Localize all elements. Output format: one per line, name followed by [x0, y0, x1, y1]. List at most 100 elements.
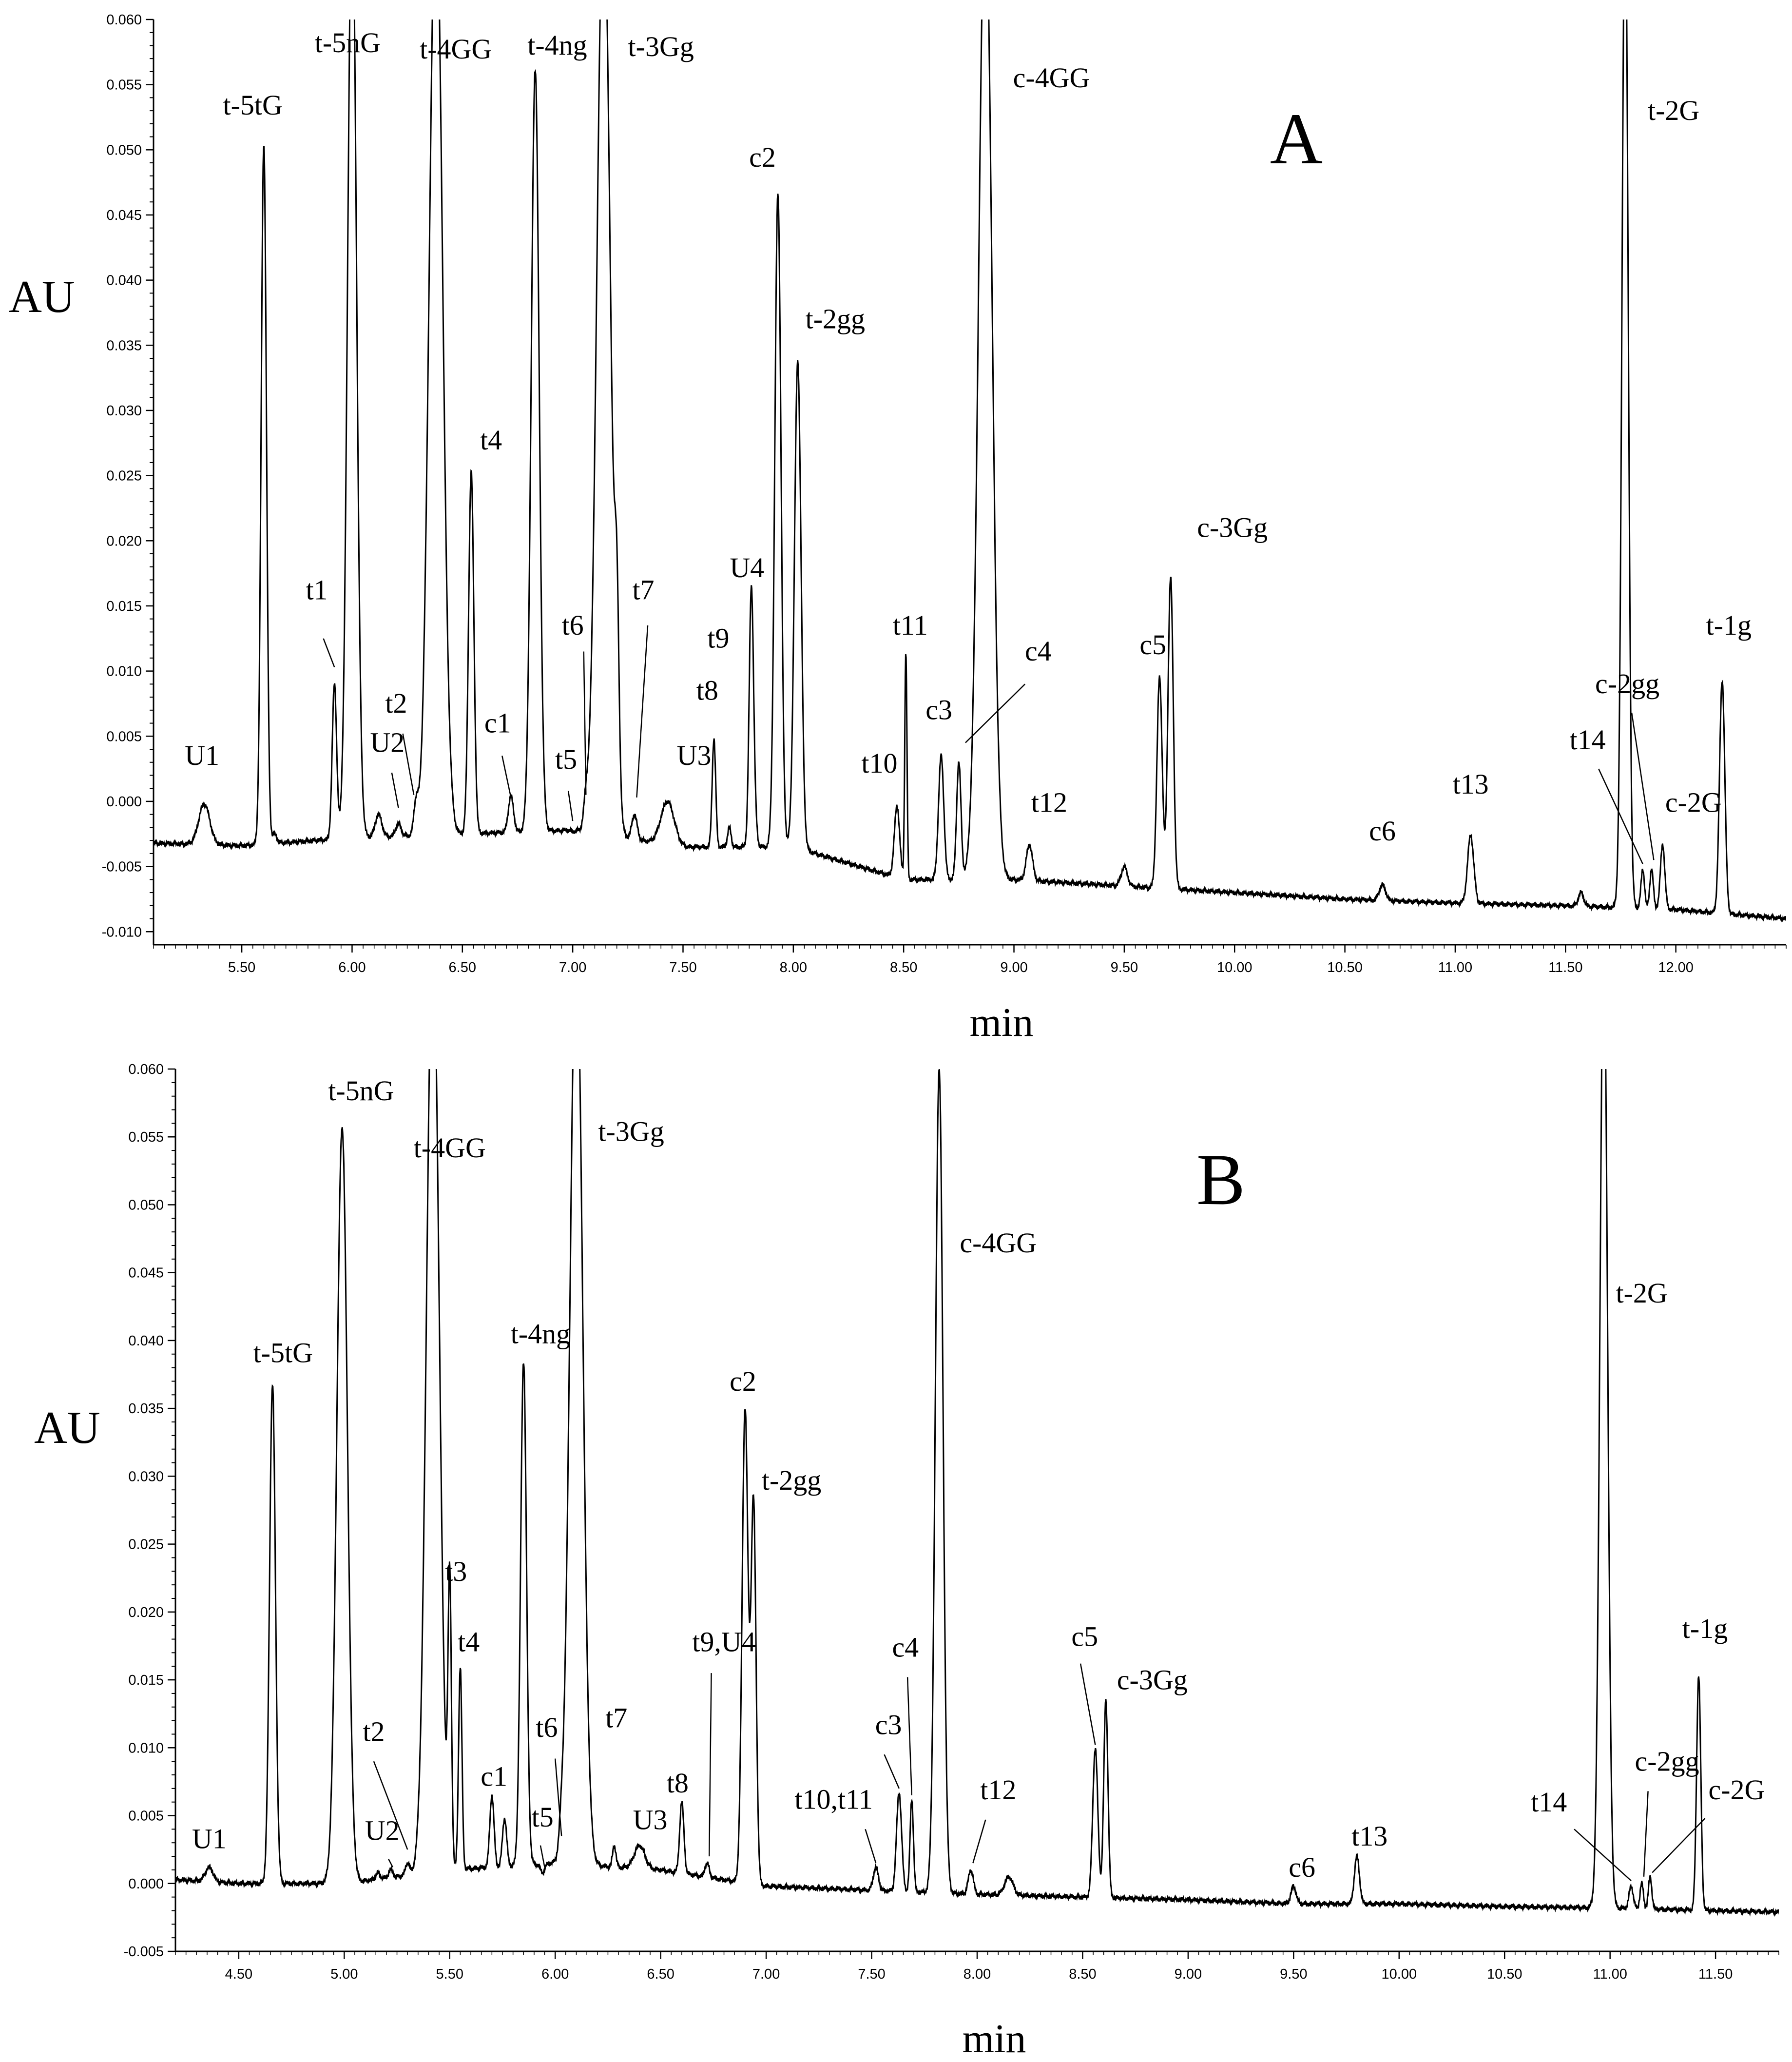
label-leader-line [884, 1754, 900, 1789]
peak-label: t14 [1570, 724, 1606, 756]
peak-marker [905, 651, 907, 653]
chromatogram-trace [175, 1069, 1779, 1917]
y-tick-label: 0.060 [128, 1062, 164, 1077]
peak-marker [432, 1068, 434, 1070]
peak-label: t1 [306, 574, 328, 606]
label-leader-line [636, 625, 649, 798]
x-tick-label: 5.50 [436, 1966, 463, 1982]
y-tick-label: 0.055 [128, 1129, 164, 1145]
peak-label: c-3Gg [1117, 1664, 1188, 1696]
y-tick-label: 0.015 [128, 1673, 164, 1688]
y-tick-label: 0.040 [128, 1333, 164, 1349]
peak-label: U2 [365, 1815, 400, 1847]
y-tick-label: 0.000 [128, 1876, 164, 1892]
x-tick-label: 9.50 [1111, 960, 1138, 975]
y-tick-label: 0.030 [106, 403, 142, 419]
peak-label: t-5tG [253, 1337, 313, 1368]
x-tick-label: 9.00 [1175, 1966, 1202, 1982]
label-leader-line [906, 1677, 913, 1795]
label-leader-line [1652, 1818, 1706, 1873]
y-tick-label: 0.025 [106, 468, 142, 484]
peak-marker [560, 1842, 562, 1844]
label-leader-line [402, 733, 415, 795]
peak-marker [1624, 19, 1626, 20]
peak-label: c1 [484, 707, 511, 739]
x-tick-label: 8.00 [963, 1966, 991, 1982]
panel-a-xlabel: min [970, 1000, 1034, 1045]
x-tick-label: 11.00 [1593, 1966, 1627, 1982]
panel-b-xlabel: min [963, 2016, 1026, 2062]
peak-label: c6 [1369, 815, 1396, 847]
y-tick-label: 0.010 [128, 1740, 164, 1756]
y-tick-label: 0.050 [106, 142, 142, 158]
x-tick-label: 7.00 [752, 1966, 780, 1982]
peak-label: t14 [1531, 1786, 1567, 1818]
peak-label: t2 [363, 1715, 385, 1747]
peak-label: t-1g [1682, 1613, 1728, 1644]
x-tick-label: 9.50 [1280, 1966, 1307, 1982]
peak-label: c-2gg [1595, 668, 1659, 700]
peak-marker [271, 1383, 273, 1385]
panel-a-letter: A [1270, 98, 1323, 179]
label-leader-line [388, 1859, 393, 1867]
peak-marker [585, 807, 587, 809]
x-tick-label: 10.50 [1327, 960, 1363, 975]
label-leader-line [708, 1673, 712, 1857]
peak-label: t8 [667, 1767, 689, 1799]
peak-marker [351, 19, 353, 20]
y-tick-label: 0.005 [106, 729, 142, 744]
y-tick-label: 0.045 [128, 1265, 164, 1281]
peak-marker [777, 192, 779, 194]
x-tick-label: 10.00 [1217, 960, 1252, 975]
peak-label: t-4GG [420, 33, 492, 65]
x-tick-label: 7.50 [858, 1966, 885, 1982]
label-leader-line [972, 1819, 986, 1864]
x-tick-label: 9.00 [1000, 960, 1027, 975]
panel-b: AU min B -0.005 0.000 0.005 0.010 0.015 0.020… [34, 1062, 1779, 2062]
peak-label: t10,t11 [794, 1784, 873, 1815]
label-leader-line [391, 772, 399, 808]
peak-label: t-2gg [762, 1464, 821, 1496]
x-tick-label: 6.50 [647, 1966, 674, 1982]
peak-label: t-5nG [315, 27, 381, 58]
x-tick-label: 6.00 [541, 1966, 569, 1982]
y-tick-label: 0.050 [128, 1197, 164, 1213]
y-tick-label: 0.020 [128, 1605, 164, 1620]
y-tick-label: 0.005 [128, 1809, 164, 1824]
label-leader-line [865, 1829, 877, 1864]
peak-label: t-4ng [527, 29, 587, 61]
peak-marker [576, 1068, 578, 1070]
y-tick-label: 0.060 [106, 12, 142, 28]
label-leader-line [1574, 1829, 1632, 1882]
peak-label: t-4ng [511, 1318, 570, 1349]
peak-label: t12 [1031, 786, 1067, 818]
panel-a-ylabel: AU [9, 272, 75, 322]
peak-label: U3 [633, 1804, 668, 1835]
y-tick-label: -0.005 [124, 1944, 164, 1960]
peak-marker [755, 833, 757, 835]
peak-label: t3 [445, 1556, 467, 1587]
peak-label: t4 [458, 1626, 480, 1658]
label-leader-line [583, 651, 587, 795]
label-leader-line [1643, 1791, 1649, 1877]
peak-label: c4 [1025, 635, 1052, 667]
peak-label: t-2gg [806, 303, 865, 335]
y-tick-label: 0.000 [106, 794, 142, 810]
chromatogram-trace [154, 19, 1786, 923]
peak-label: c2 [749, 141, 776, 173]
peak-label: c5 [1071, 1620, 1098, 1652]
x-tick-label: 10.50 [1487, 1966, 1522, 1982]
peak-marker [984, 19, 986, 20]
peak-label: c-3Gg [1197, 511, 1268, 543]
y-tick-label: 0.020 [106, 533, 142, 549]
y-tick-label: 0.035 [106, 338, 142, 353]
peak-label: t12 [980, 1774, 1016, 1806]
x-tick-label: 6.50 [449, 960, 476, 975]
peak-label: c-2G [1665, 786, 1722, 818]
x-tick-label: 11.50 [1698, 1966, 1733, 1982]
peak-label: t-3Gg [628, 31, 694, 62]
peak-label: t13 [1351, 1820, 1387, 1852]
peak-label: c5 [1139, 629, 1166, 661]
peak-label: c6 [1289, 1851, 1315, 1883]
x-tick-label: 8.50 [1069, 1966, 1096, 1982]
